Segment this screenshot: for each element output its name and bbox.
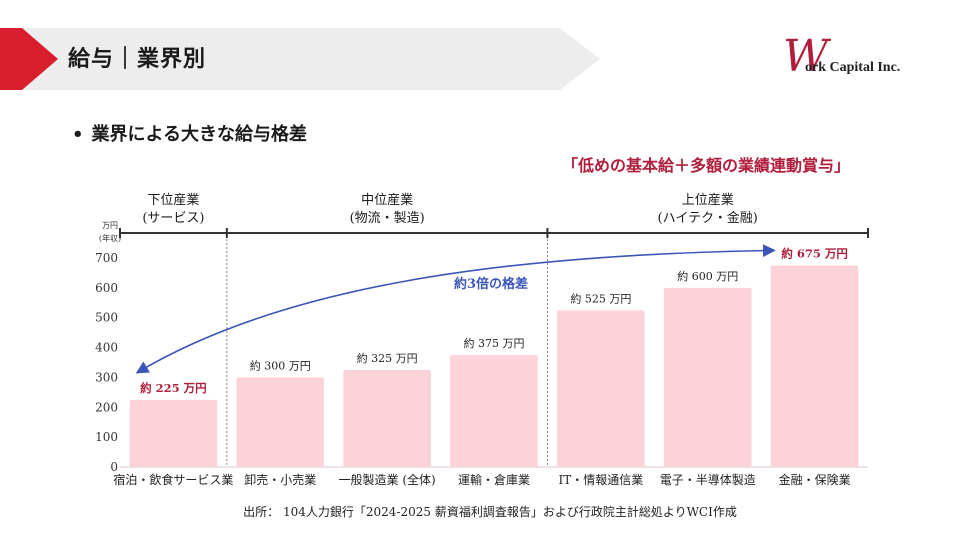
- y-tick-label: 200: [95, 400, 118, 414]
- group-label: 下位産業: [147, 192, 199, 208]
- bar: [450, 355, 538, 467]
- y-unit-label: 万円: [102, 221, 118, 230]
- callout-text: 「低めの基本給＋多額の業績連動賞与」: [562, 156, 851, 175]
- group-sublabel: (サービス): [142, 211, 204, 226]
- bar: [129, 399, 218, 467]
- x-category-label: 金融・保険業: [779, 472, 851, 487]
- y-tick-label: 400: [95, 341, 118, 355]
- bar-value-label: 約 225 万円: [140, 381, 207, 395]
- y-unit-label-sub: (年収): [99, 233, 121, 243]
- bar-value-label: 約 300 万円: [250, 358, 311, 372]
- bar: [770, 265, 859, 467]
- bullet-text: 業界による大きな給与格差: [91, 124, 307, 145]
- bar: [557, 310, 645, 467]
- y-tick-label: 100: [95, 430, 118, 444]
- bar: [343, 369, 431, 467]
- bar: [236, 377, 325, 467]
- bullet-point: • 業界による大きな給与格差: [72, 120, 307, 146]
- y-tick-label: 300: [95, 370, 118, 384]
- bar-value-label: 約 675 万円: [781, 246, 848, 260]
- company-logo: W ork Capital Inc.: [783, 32, 953, 84]
- bar-value-label: 約 525 万円: [570, 291, 631, 305]
- bullet-dot-icon: •: [72, 124, 84, 145]
- bar-value-label: 約 325 万円: [357, 351, 418, 365]
- group-label: 上位産業: [682, 192, 734, 208]
- x-category-label: 卸売・小売業: [244, 472, 316, 487]
- x-category-label: 宿泊・飲食サービス業: [113, 472, 233, 487]
- gap-annotation: 約3倍の格差: [454, 276, 528, 292]
- x-category-label: 運輸・倉庫業: [458, 472, 530, 487]
- bar: [663, 287, 752, 467]
- source-note: 出所： 104人力銀行「2024-2025 薪資福利調査報告」および行政院主計総…: [243, 505, 737, 519]
- y-tick-label: 500: [95, 311, 118, 325]
- y-tick-label: 700: [95, 251, 118, 265]
- y-tick-label: 600: [95, 281, 118, 295]
- page-title: 給与｜業界別: [68, 46, 207, 72]
- logo-text: ork Capital Inc.: [805, 60, 901, 75]
- bar-value-label: 約 375 万円: [464, 336, 525, 350]
- x-category-label: 一般製造業 (全体): [339, 472, 436, 487]
- logo-mark: W: [783, 31, 829, 82]
- group-sublabel: (ハイテク・金融): [658, 210, 758, 226]
- gap-arrow: [135, 244, 776, 374]
- group-sublabel: (物流・製造): [350, 211, 425, 226]
- x-category-label: IT・情報通信業: [558, 473, 643, 487]
- header-band: [0, 28, 600, 90]
- bar-value-label: 約 600 万円: [677, 269, 738, 283]
- y-tick-label: 0: [110, 460, 118, 474]
- group-label: 中位産業: [361, 192, 413, 208]
- x-category-label: 電子・半導体製造: [660, 473, 756, 487]
